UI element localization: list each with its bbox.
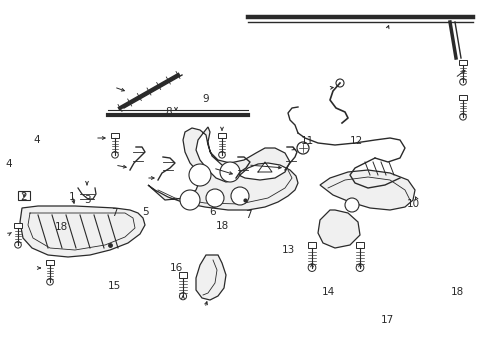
Circle shape — [47, 279, 53, 285]
Circle shape — [111, 152, 118, 158]
Text: 7: 7 — [244, 210, 251, 220]
Text: 18: 18 — [215, 221, 229, 231]
Text: 4: 4 — [5, 159, 12, 169]
Circle shape — [218, 152, 225, 158]
Bar — [458, 95, 466, 100]
Bar — [111, 132, 119, 138]
Circle shape — [205, 189, 224, 207]
Text: 17: 17 — [380, 315, 394, 325]
Circle shape — [180, 190, 200, 210]
Text: 3: 3 — [83, 195, 90, 205]
Text: 2: 2 — [20, 192, 27, 202]
Text: 6: 6 — [209, 207, 216, 217]
Bar — [355, 242, 364, 248]
Text: 14: 14 — [321, 287, 335, 297]
Text: 10: 10 — [406, 199, 419, 210]
Circle shape — [179, 293, 186, 300]
Circle shape — [220, 162, 240, 182]
Text: 12: 12 — [348, 136, 362, 146]
Bar — [218, 132, 225, 138]
Text: 8: 8 — [165, 107, 172, 117]
Circle shape — [189, 164, 210, 186]
Text: 18: 18 — [54, 222, 68, 232]
Text: 13: 13 — [281, 245, 295, 255]
Text: 11: 11 — [300, 136, 313, 146]
Bar — [14, 222, 21, 228]
Text: 7: 7 — [111, 208, 118, 218]
Bar — [307, 242, 316, 248]
Circle shape — [230, 187, 248, 205]
Bar — [18, 191, 30, 200]
Circle shape — [15, 242, 21, 248]
Bar — [46, 260, 54, 265]
Polygon shape — [317, 210, 359, 248]
Circle shape — [355, 264, 363, 271]
Bar — [179, 272, 186, 278]
Circle shape — [345, 198, 358, 212]
Bar — [458, 60, 466, 65]
Polygon shape — [148, 127, 297, 210]
Circle shape — [307, 264, 315, 271]
Text: 1: 1 — [69, 192, 76, 202]
Text: 9: 9 — [202, 94, 208, 104]
Text: 4: 4 — [33, 135, 40, 145]
Polygon shape — [319, 170, 414, 210]
Text: 18: 18 — [449, 287, 463, 297]
Polygon shape — [196, 255, 225, 300]
Polygon shape — [20, 206, 145, 257]
Text: 16: 16 — [169, 263, 183, 273]
Circle shape — [459, 113, 466, 120]
Text: 5: 5 — [142, 207, 149, 217]
Text: 15: 15 — [108, 281, 122, 291]
Circle shape — [459, 78, 466, 85]
